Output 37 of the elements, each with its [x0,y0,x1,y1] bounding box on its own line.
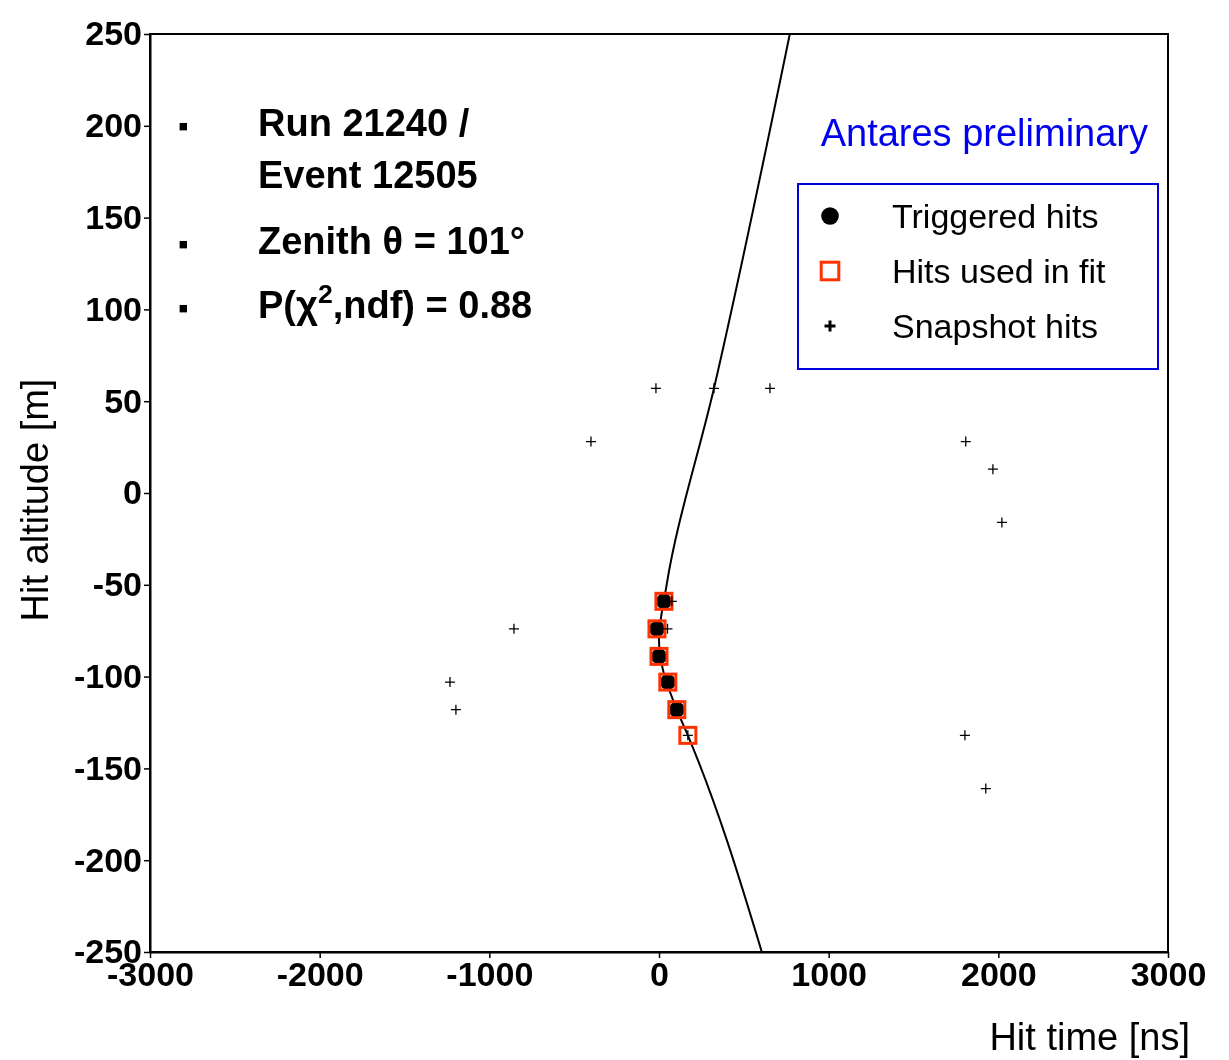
y-tick-label: -200 [73,840,142,879]
point [450,704,462,716]
x-tick-label: 1000 [791,955,867,994]
y-tick-label: -150 [73,748,142,787]
x-tick-label: 3000 [1130,955,1207,994]
x-tick-label: -1000 [446,955,534,994]
point [444,676,456,688]
point [980,782,992,795]
point [764,382,776,394]
y-tick-label: 0 [123,473,142,512]
legend-label: Triggered hits [892,197,1099,235]
point [959,729,971,741]
y-tick-label: 250 [85,14,142,53]
y-tick-label: -50 [92,565,142,604]
y-tick-label: 150 [85,197,142,236]
legend-label: Hits used in fit [892,252,1107,290]
annotation: Antares preliminary [820,112,1148,154]
y-tick-label: 200 [85,106,142,145]
y-axis-title: Hit altitude [m] [14,378,56,622]
point [708,382,720,394]
text: ▪ P(χ$^{2}$,ndf) = 0.88 [178,279,533,326]
point [650,382,662,394]
x-tick-label: -2000 [276,955,364,994]
y-tick-label: -100 [73,656,142,695]
point [585,435,597,448]
text: ▪ Run 21240 / Event 12505 [178,102,478,196]
point [996,516,1008,529]
point [960,435,972,448]
point [508,623,520,635]
x-axis-title: Hit time [ns] [989,1016,1190,1058]
legend-label: Snapshot hits [892,307,1099,345]
x-tick-label: 0 [650,955,669,994]
point [987,463,999,475]
y-tick-label: 50 [104,381,142,420]
text: ▪ Zenith θ = 101° [178,220,525,262]
y-tick-label: 100 [85,289,142,328]
x-tick-label: 2000 [961,955,1037,994]
